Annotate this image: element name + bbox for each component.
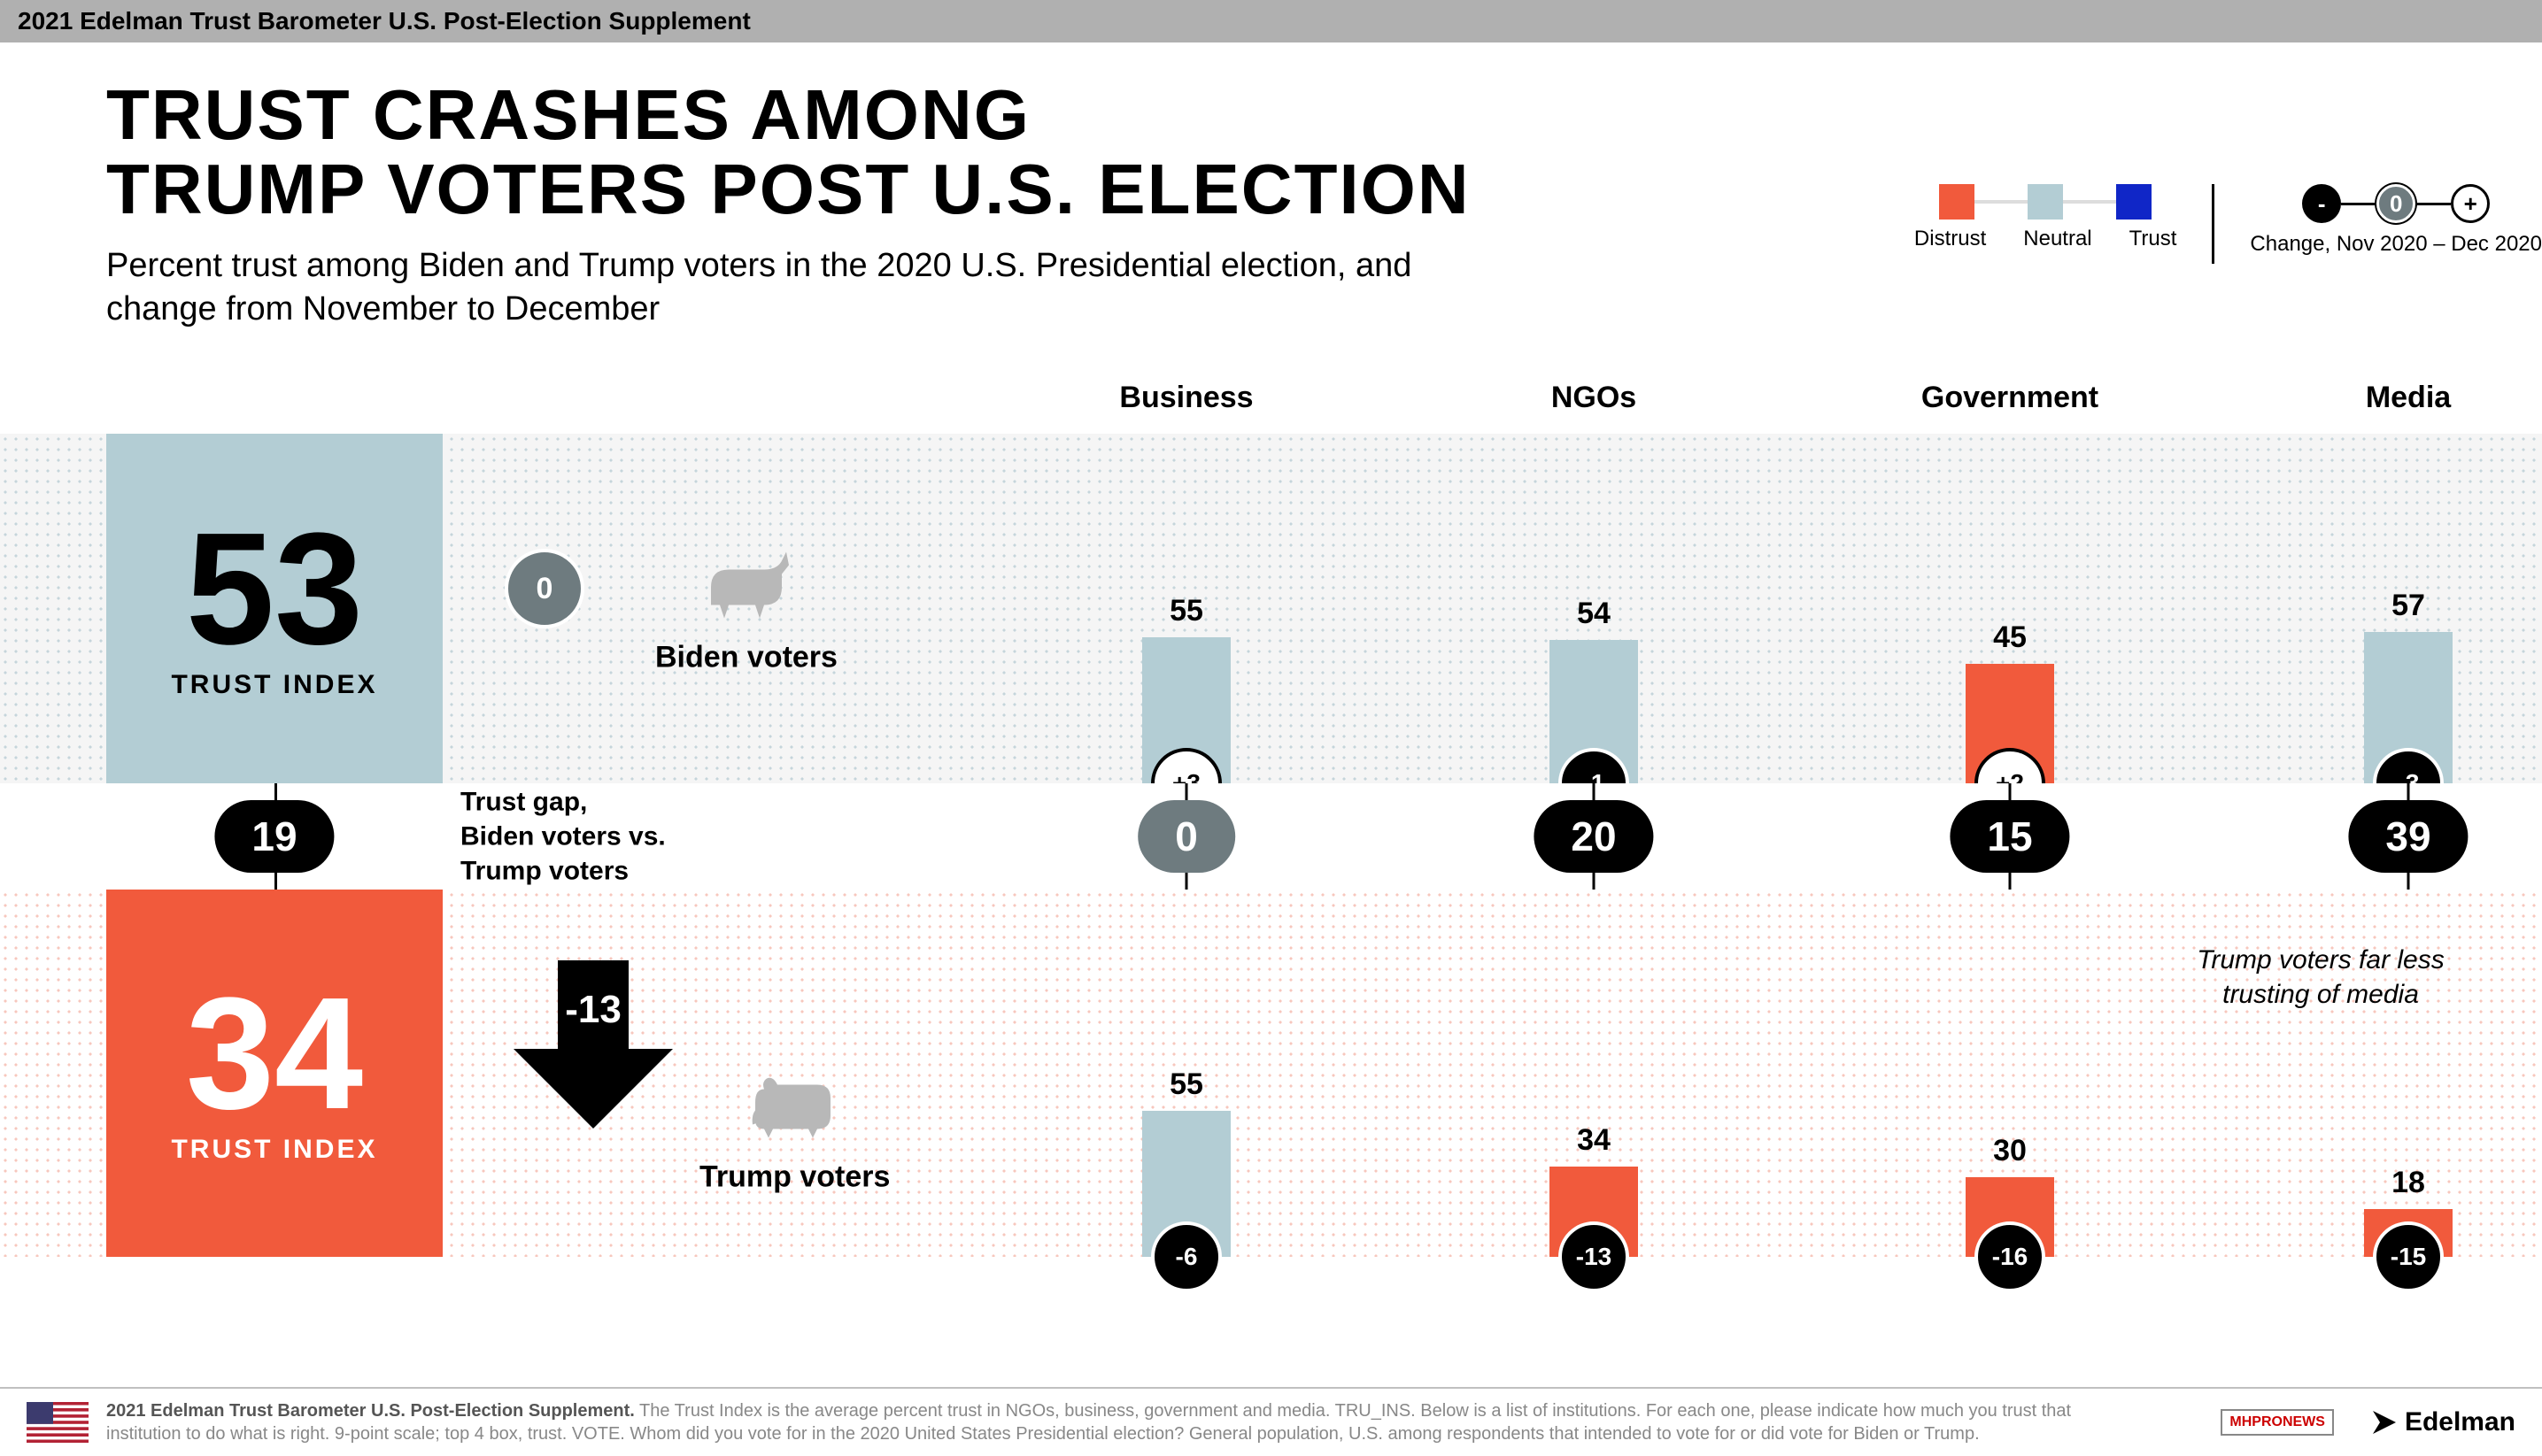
legend-trust-swatch bbox=[2116, 184, 2152, 220]
legend-divider bbox=[2212, 184, 2214, 264]
column-header: Business bbox=[1119, 381, 1253, 415]
gap-pill: 15 bbox=[1950, 800, 2069, 873]
trump-trust-index: 34 bbox=[186, 982, 363, 1126]
bar-column: 45+2 bbox=[1966, 434, 2054, 783]
legend-distrust-swatch bbox=[1939, 184, 1974, 220]
column-header: Media bbox=[2366, 381, 2451, 415]
title-line1: TRUST CRASHES AMONG bbox=[106, 78, 2436, 152]
biden-trust-index: 53 bbox=[186, 518, 363, 661]
bar-value: 18 bbox=[2364, 1166, 2453, 1200]
change-circle: -6 bbox=[1151, 1221, 1222, 1292]
change-circle: -16 bbox=[1974, 1221, 2045, 1292]
legend-neutral-swatch bbox=[2028, 184, 2063, 220]
content-area: TRUST CRASHES AMONG TRUMP VOTERS POST U.… bbox=[0, 42, 2542, 332]
legend-minus-icon: - bbox=[2302, 184, 2341, 223]
biden-voter-label: Biden voters bbox=[655, 640, 838, 674]
change-circle: -15 bbox=[2373, 1221, 2444, 1292]
biden-trust-label: TRUST INDEX bbox=[171, 670, 377, 700]
legend-neutral-label: Neutral bbox=[2023, 227, 2091, 251]
bar-value: 34 bbox=[1549, 1123, 1638, 1158]
gap-pill: 0 bbox=[1138, 800, 1235, 873]
bar-value: 57 bbox=[2364, 589, 2453, 623]
bar-column: 30-16 bbox=[1966, 890, 2054, 1257]
bar-value: 55 bbox=[1142, 594, 1231, 628]
bar-column: 55-6 bbox=[1142, 890, 1231, 1257]
legend-zero-icon: 0 bbox=[2376, 184, 2415, 223]
bar-column: 55+3 bbox=[1142, 434, 1231, 783]
trump-arrow-value: -13 bbox=[565, 988, 622, 1031]
gap-pill: 20 bbox=[1534, 800, 1653, 873]
bar-column: 18-15 bbox=[2364, 890, 2453, 1257]
gap-pill: 39 bbox=[2348, 800, 2468, 873]
footer: 2021 Edelman Trust Barometer U.S. Post-E… bbox=[0, 1387, 2542, 1456]
bar-value: 45 bbox=[1966, 620, 2054, 655]
legend-change: - 0 + Change, Nov 2020 – Dec 2020 bbox=[2250, 184, 2542, 257]
column-header: Government bbox=[1921, 381, 2098, 415]
edelman-logo: Edelman bbox=[2369, 1407, 2515, 1437]
change-circle: -13 bbox=[1558, 1221, 1629, 1292]
elephant-icon bbox=[742, 1062, 848, 1142]
biden-band: 53 TRUST INDEX 0 Biden voters 55+3 54-1 45… bbox=[0, 434, 2542, 783]
trump-trust-box: 34 TRUST INDEX bbox=[106, 890, 443, 1257]
bar-value: 30 bbox=[1966, 1134, 2054, 1168]
bar-column: 57-3 bbox=[2364, 434, 2453, 783]
bar-column: 54-1 bbox=[1549, 434, 1638, 783]
trump-trust-label: TRUST INDEX bbox=[171, 1135, 377, 1165]
subtitle: Percent trust among Biden and Trump vote… bbox=[106, 244, 1523, 332]
biden-voter-block: Biden voters bbox=[655, 543, 838, 674]
top-bar-text: 2021 Edelman Trust Barometer U.S. Post-E… bbox=[18, 7, 751, 35]
trump-arrow: -13 bbox=[496, 943, 691, 1142]
mhpro-badge: MHPRONEWS bbox=[2221, 1409, 2334, 1436]
trump-voter-block: Trump voters bbox=[699, 1062, 890, 1194]
legend-distrust-label: Distrust bbox=[1914, 227, 1986, 251]
legend-trust-label: Trust bbox=[2129, 227, 2177, 251]
gap-index-pill: 19 bbox=[214, 800, 334, 873]
bar-value: 55 bbox=[1142, 1067, 1231, 1102]
bar-column: 34-13 bbox=[1549, 890, 1638, 1257]
trump-band: 34 TRUST INDEX -13 Trump voters Trump vo… bbox=[0, 890, 2542, 1257]
gap-band: 19 Trust gap,Biden voters vs.Trump voter… bbox=[0, 783, 2542, 890]
legend-change-text: Change, Nov 2020 – Dec 2020 bbox=[2250, 232, 2542, 257]
legend: Distrust Neutral Trust - 0 + Change, Nov… bbox=[1914, 184, 2542, 264]
donkey-icon bbox=[693, 543, 800, 622]
column-header: NGOs bbox=[1551, 381, 1636, 415]
bar-value: 54 bbox=[1549, 597, 1638, 631]
footer-text: 2021 Edelman Trust Barometer U.S. Post-E… bbox=[106, 1399, 2143, 1445]
top-bar: 2021 Edelman Trust Barometer U.S. Post-E… bbox=[0, 0, 2542, 42]
biden-index-change: 0 bbox=[505, 549, 584, 628]
trump-voter-label: Trump voters bbox=[699, 1159, 890, 1194]
legend-plus-icon: + bbox=[2451, 184, 2490, 223]
us-flag-icon bbox=[27, 1402, 89, 1443]
biden-trust-box: 53 TRUST INDEX bbox=[106, 434, 443, 783]
legend-colors: Distrust Neutral Trust bbox=[1914, 184, 2177, 251]
gap-label: Trust gap,Biden voters vs.Trump voters bbox=[460, 785, 666, 889]
